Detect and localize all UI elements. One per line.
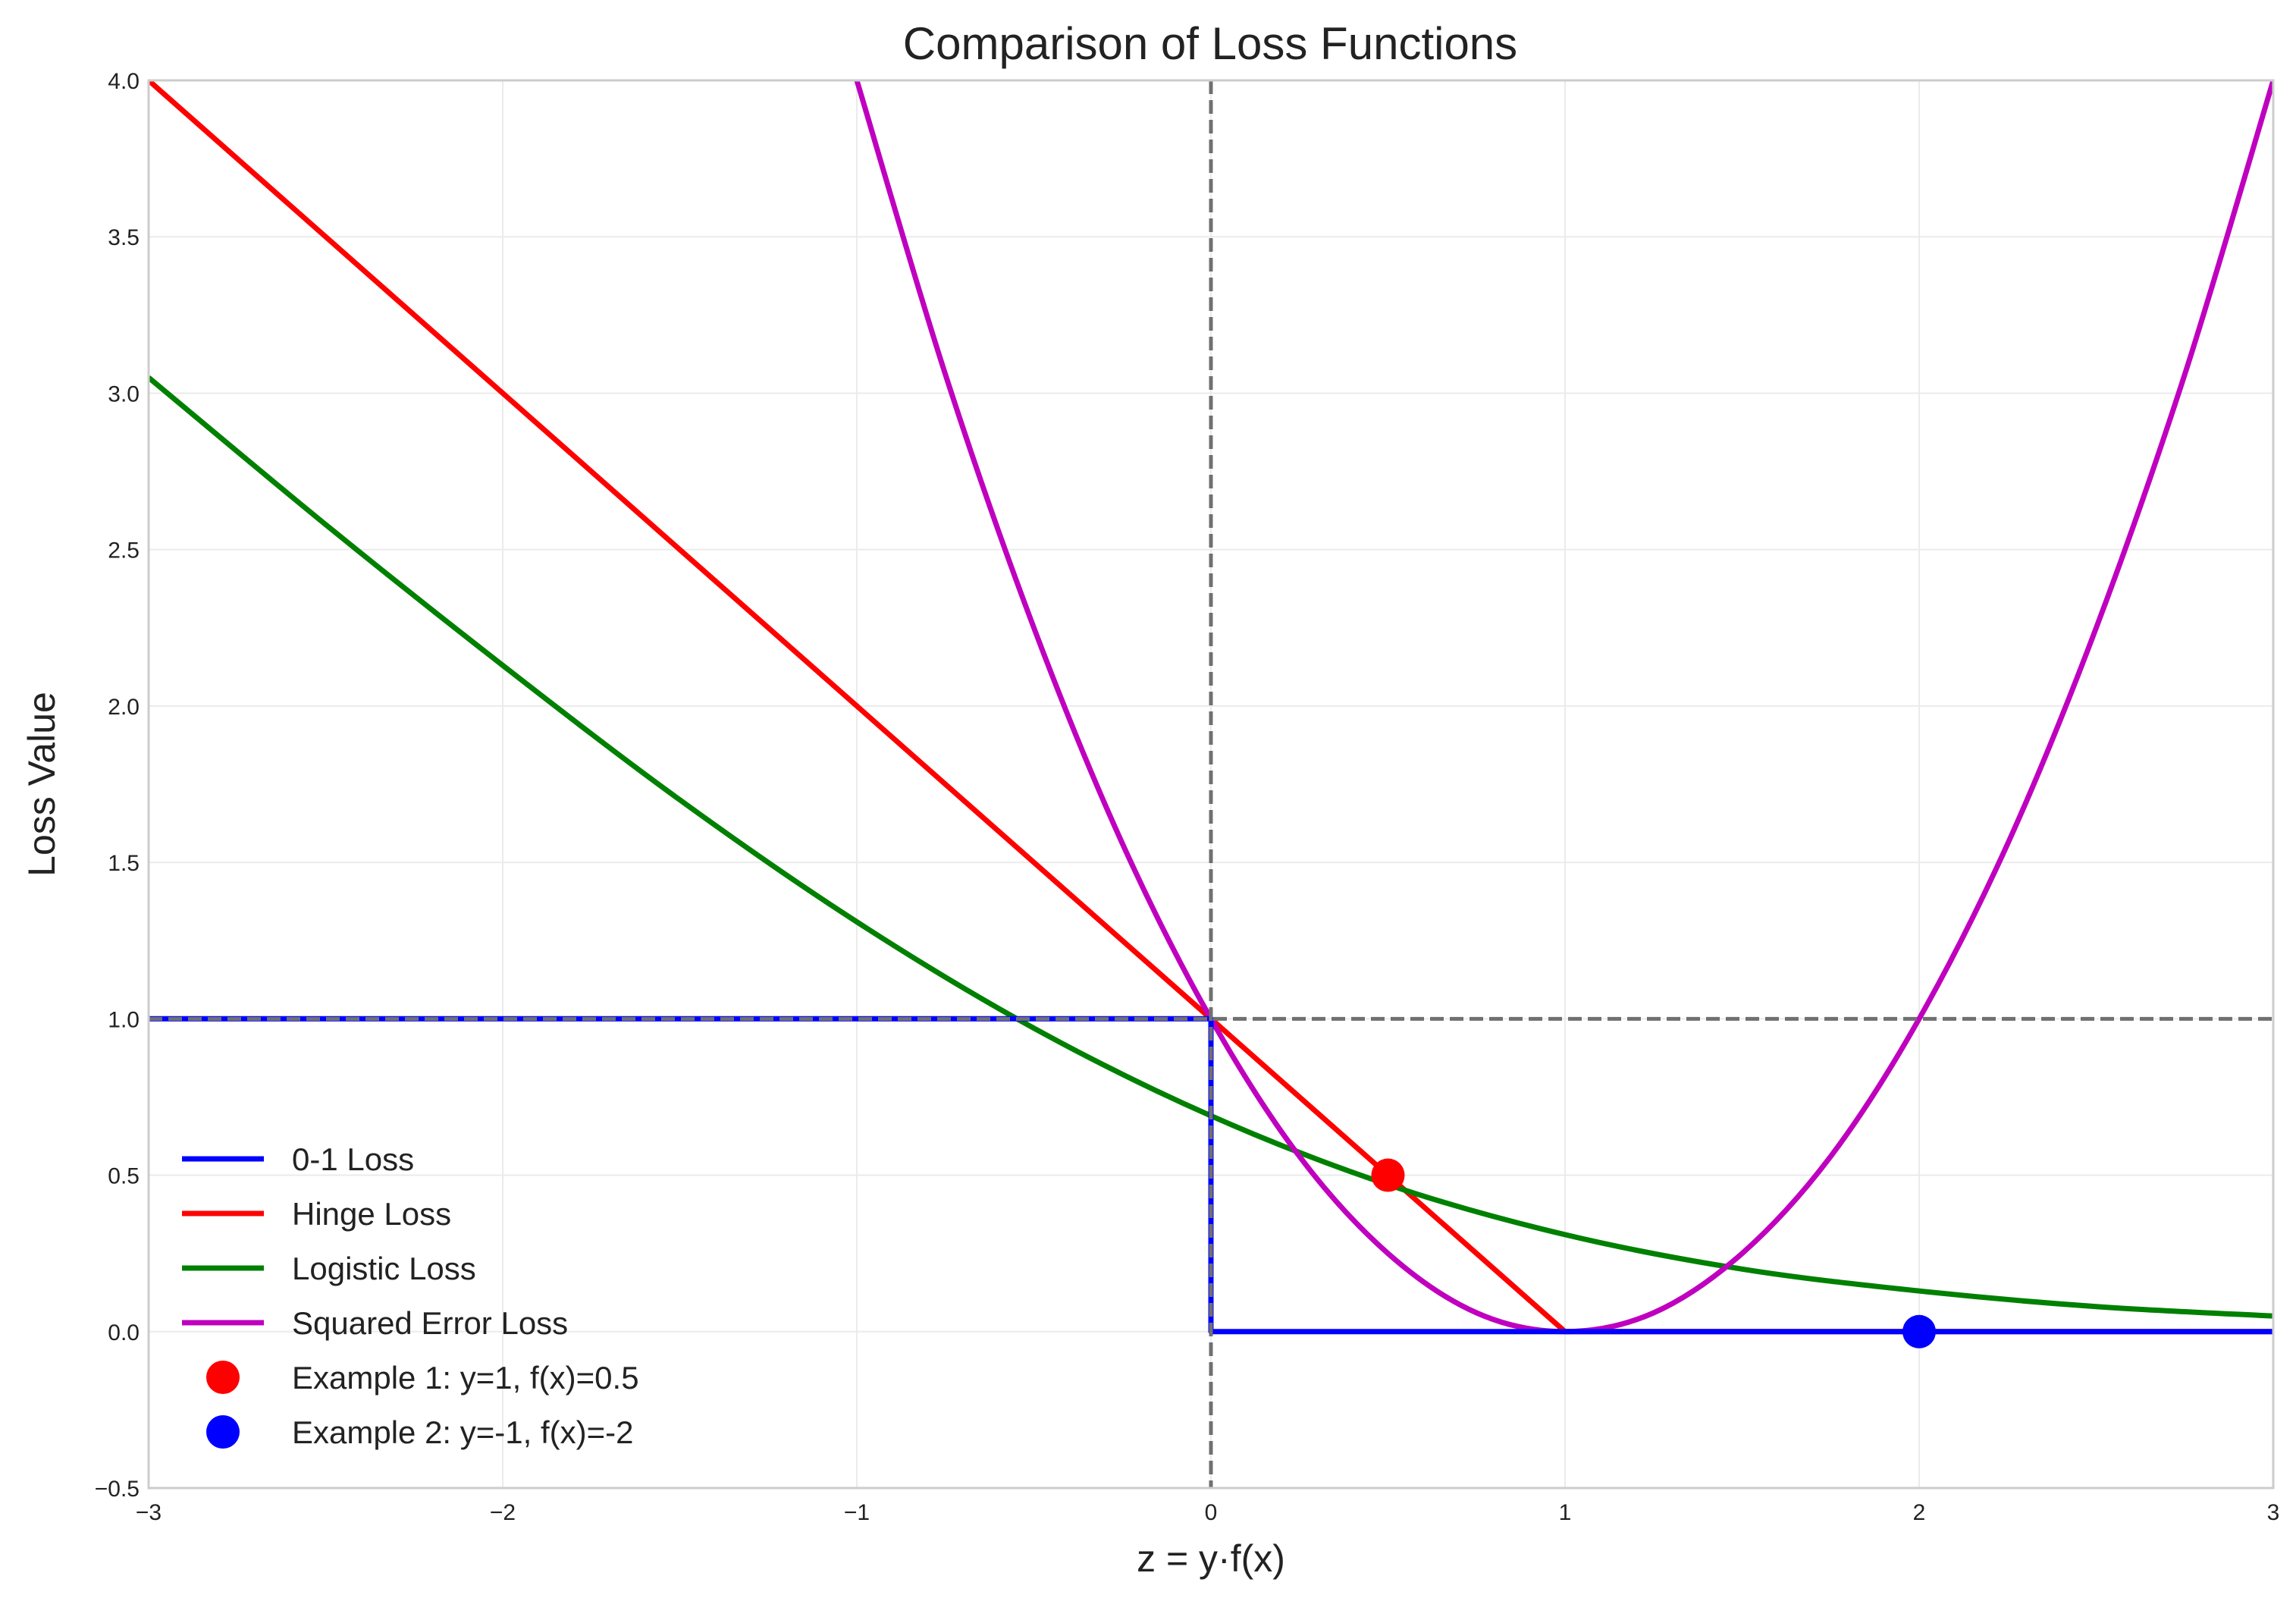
x-tick-label: 0 (1205, 1500, 1218, 1525)
y-tick-label: 1.0 (108, 1007, 140, 1032)
y-tick-label: 2.0 (108, 695, 140, 720)
example-point-1 (1371, 1158, 1405, 1192)
y-tick-label: 1.5 (108, 851, 140, 876)
y-axis-ticks: −0.5 0.0 0.5 1.0 1.5 2.0 2.5 3.0 3.5 4.0 (95, 69, 140, 1502)
legend-label: 0-1 Loss (292, 1141, 414, 1177)
x-axis-ticks: −3 −2 −1 0 1 2 3 (136, 1500, 2279, 1525)
legend-marker-example-1 (206, 1361, 240, 1394)
plot-frame (147, 79, 2275, 1490)
y-tick-label: 2.5 (108, 538, 140, 564)
y-tick-label: 3.0 (108, 381, 140, 407)
y-tick-label: −0.5 (95, 1477, 140, 1502)
x-tick-label: 1 (1559, 1500, 1572, 1525)
x-tick-label: −3 (136, 1500, 162, 1525)
example-point-2 (1902, 1314, 1936, 1348)
legend-label: Example 1: y=1, f(x)=0.5 (292, 1360, 639, 1396)
y-tick-label: 3.5 (108, 225, 140, 250)
y-tick-label: 4.0 (108, 69, 140, 94)
legend-label: Hinge Loss (292, 1196, 451, 1232)
points-layer (1371, 1158, 1936, 1348)
legend-label: Example 2: y=-1, f(x)=-2 (292, 1414, 634, 1450)
series-line-logistic-loss (149, 375, 2273, 1319)
x-tick-label: 2 (1913, 1500, 1926, 1525)
legend-label: Logistic Loss (292, 1251, 476, 1286)
x-axis-label: z = y·f(x) (1137, 1537, 1285, 1580)
y-tick-label: 0.5 (108, 1164, 140, 1189)
y-tick-label: 0.0 (108, 1320, 140, 1345)
legend: 0-1 Loss Hinge Loss Logistic Loss Squared E… (182, 1141, 639, 1450)
y-axis-label: Loss Value (20, 692, 63, 877)
x-tick-label: 3 (2267, 1500, 2280, 1525)
legend-marker-example-2 (206, 1415, 240, 1449)
x-tick-label: −2 (490, 1500, 516, 1525)
x-tick-label: −1 (844, 1500, 870, 1525)
chart-title: Comparison of Loss Functions (903, 18, 1517, 69)
legend-label: Squared Error Loss (292, 1305, 568, 1341)
